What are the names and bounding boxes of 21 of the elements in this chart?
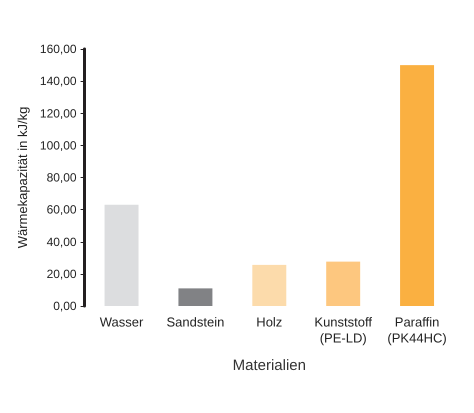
y-tick-label: 60,00 [46, 202, 77, 217]
bar [178, 288, 212, 306]
y-tick-label: 20,00 [46, 266, 77, 281]
bar [252, 264, 286, 306]
x-axis-title: Materialien [232, 357, 306, 374]
bar [326, 262, 360, 306]
y-tick-label: 40,00 [46, 234, 77, 249]
y-tick-label: 120,00 [40, 106, 77, 120]
y-tick-label: 160,00 [40, 42, 77, 56]
x-tick-label: Holz [256, 314, 282, 330]
x-tick-label: Kunststoff (PE-LD) [314, 314, 372, 346]
x-tick-label: Wasser [100, 314, 144, 330]
bar [104, 204, 139, 306]
y-axis-title: Wärmekapazität in kJ/kg [15, 106, 30, 248]
x-tick-label: Paraffin (PK44HC) [387, 314, 447, 346]
y-tick-label: 80,00 [46, 170, 77, 184]
x-tick-label: Sandstein [166, 314, 224, 330]
bar [400, 65, 434, 306]
y-tick-label: 100,00 [40, 138, 77, 152]
y-tick-label: 140,00 [40, 74, 77, 88]
y-tick-label: 0,00 [53, 299, 77, 313]
